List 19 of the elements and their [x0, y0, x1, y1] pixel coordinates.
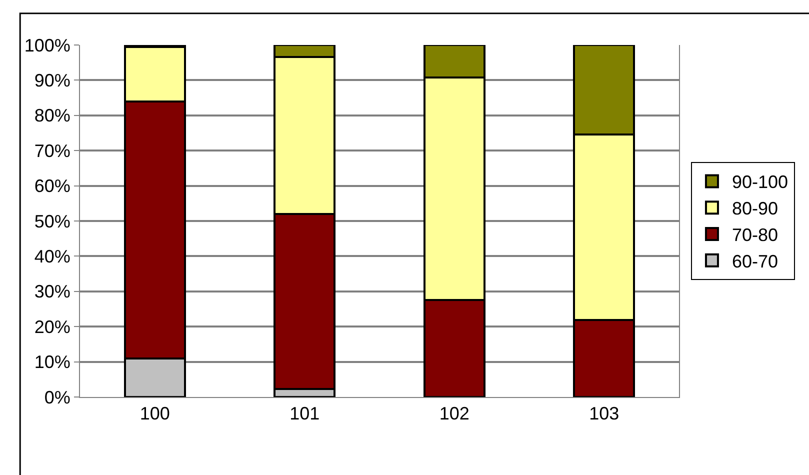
y-tick-label: 0%: [44, 387, 70, 408]
x-tick-label: 102: [439, 404, 470, 424]
legend-label: 90-100: [732, 172, 788, 192]
y-tick-label: 20%: [34, 316, 70, 337]
legend-label: 70-80: [732, 225, 778, 246]
x-tick-label: 100: [140, 404, 170, 424]
y-tick-label: 80%: [34, 106, 70, 126]
y-tick-label: 30%: [34, 282, 70, 302]
y-tick-label: 10%: [34, 352, 70, 372]
legend-label: 80-90: [732, 198, 778, 219]
x-tick-label: 103: [589, 404, 620, 424]
y-tick-label: 40%: [34, 246, 70, 266]
y-tick-label: 90%: [34, 70, 70, 90]
y-tick-label: 100%: [24, 35, 70, 56]
y-tick-label: 50%: [34, 211, 70, 232]
y-tick-label: 60%: [34, 176, 70, 196]
y-tick-label: 70%: [34, 140, 70, 161]
x-tick-label: 101: [290, 404, 320, 424]
legend-label: 60-70: [732, 251, 778, 272]
